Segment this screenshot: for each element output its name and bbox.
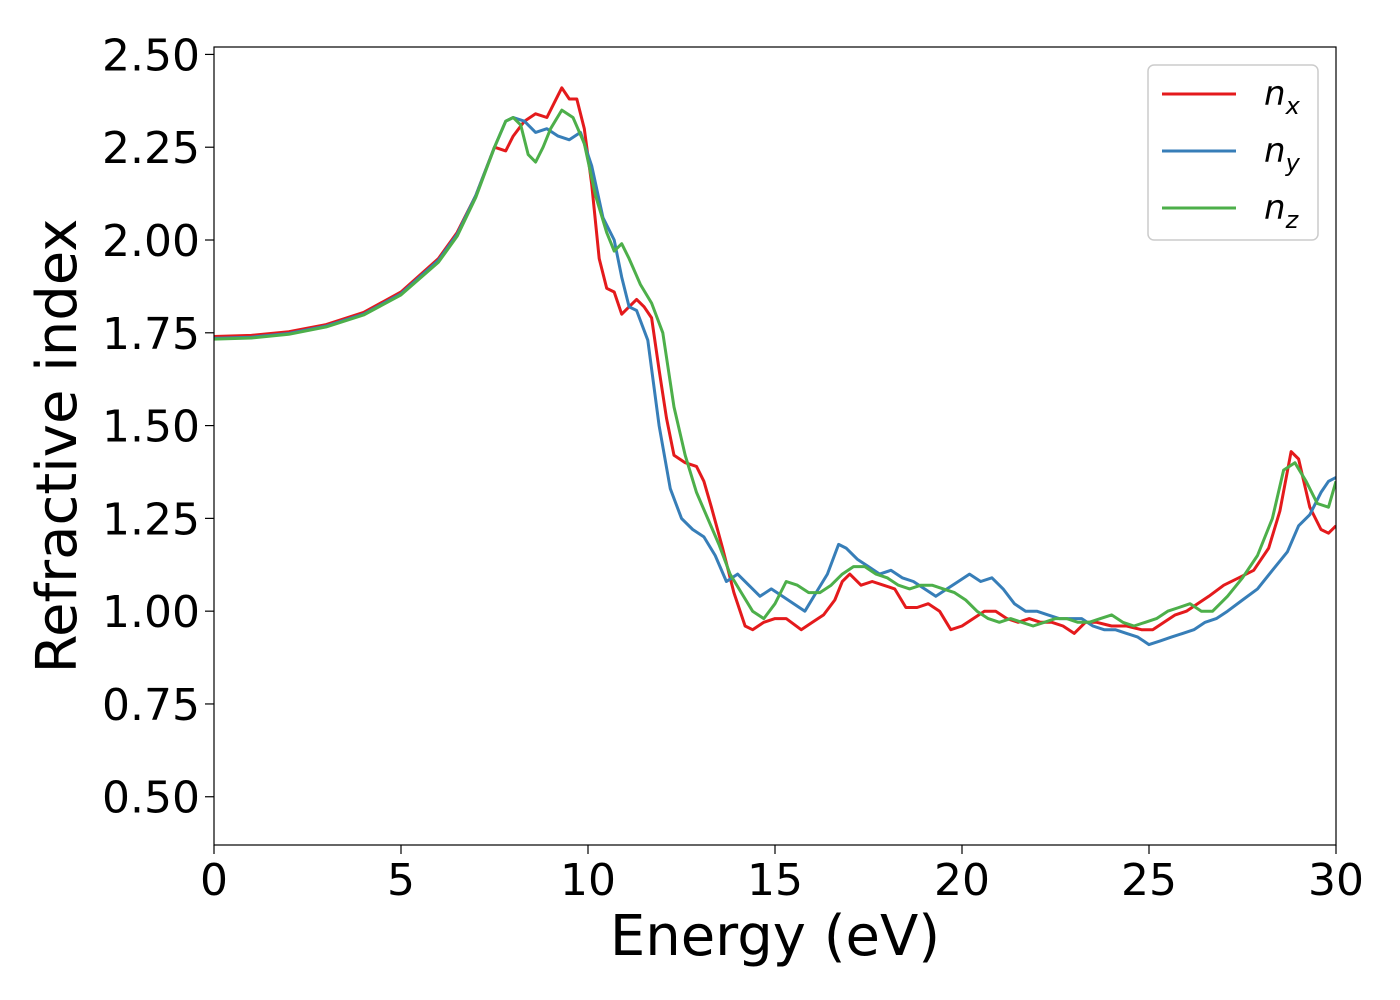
x-tick-label: 15 bbox=[747, 855, 803, 906]
y-tick-label: 2.25 bbox=[102, 123, 200, 174]
legend-label-subscript: z bbox=[1285, 206, 1300, 234]
y-tick-label: 0.75 bbox=[102, 680, 200, 731]
legend-label-nx: nx bbox=[1264, 74, 1301, 120]
y-tick-label: 0.50 bbox=[102, 773, 200, 824]
y-tick-label: 2.00 bbox=[102, 216, 200, 267]
legend-label-base: n bbox=[1264, 131, 1286, 171]
legend-label-nz: nz bbox=[1264, 188, 1300, 234]
y-axis: 0.50 0.75 1.00 1.25 1.50 1.75 2.00 2.25 2.50 bbox=[102, 30, 214, 824]
series-layer bbox=[214, 86, 1336, 647]
x-axis-title: Energy (eV) bbox=[610, 904, 940, 969]
y-axis-title: Refractive index bbox=[25, 219, 90, 674]
legend-label-base: n bbox=[1264, 188, 1286, 228]
y-tick-label: 1.50 bbox=[102, 402, 200, 453]
y-tick-label: 1.00 bbox=[102, 587, 200, 638]
y-tick-label: 1.75 bbox=[102, 309, 200, 360]
x-tick-label: 0 bbox=[200, 855, 228, 906]
legend-label-subscript: x bbox=[1285, 92, 1301, 120]
x-tick-label: 5 bbox=[387, 855, 415, 906]
y-tick-label: 1.25 bbox=[102, 494, 200, 545]
series-line-nx bbox=[214, 86, 1336, 635]
x-tick-label: 20 bbox=[934, 855, 990, 906]
x-tick-label: 30 bbox=[1308, 855, 1364, 906]
legend-label-ny: ny bbox=[1264, 131, 1301, 177]
legend-label-subscript: y bbox=[1285, 149, 1301, 177]
x-tick-label: 25 bbox=[1121, 855, 1177, 906]
x-tick-label: 10 bbox=[560, 855, 616, 906]
y-tick-label: 2.50 bbox=[102, 30, 200, 81]
series-line-nz bbox=[214, 108, 1336, 628]
legend-label-base: n bbox=[1264, 74, 1286, 114]
x-axis: 0 5 10 15 20 25 30 bbox=[200, 845, 1364, 906]
